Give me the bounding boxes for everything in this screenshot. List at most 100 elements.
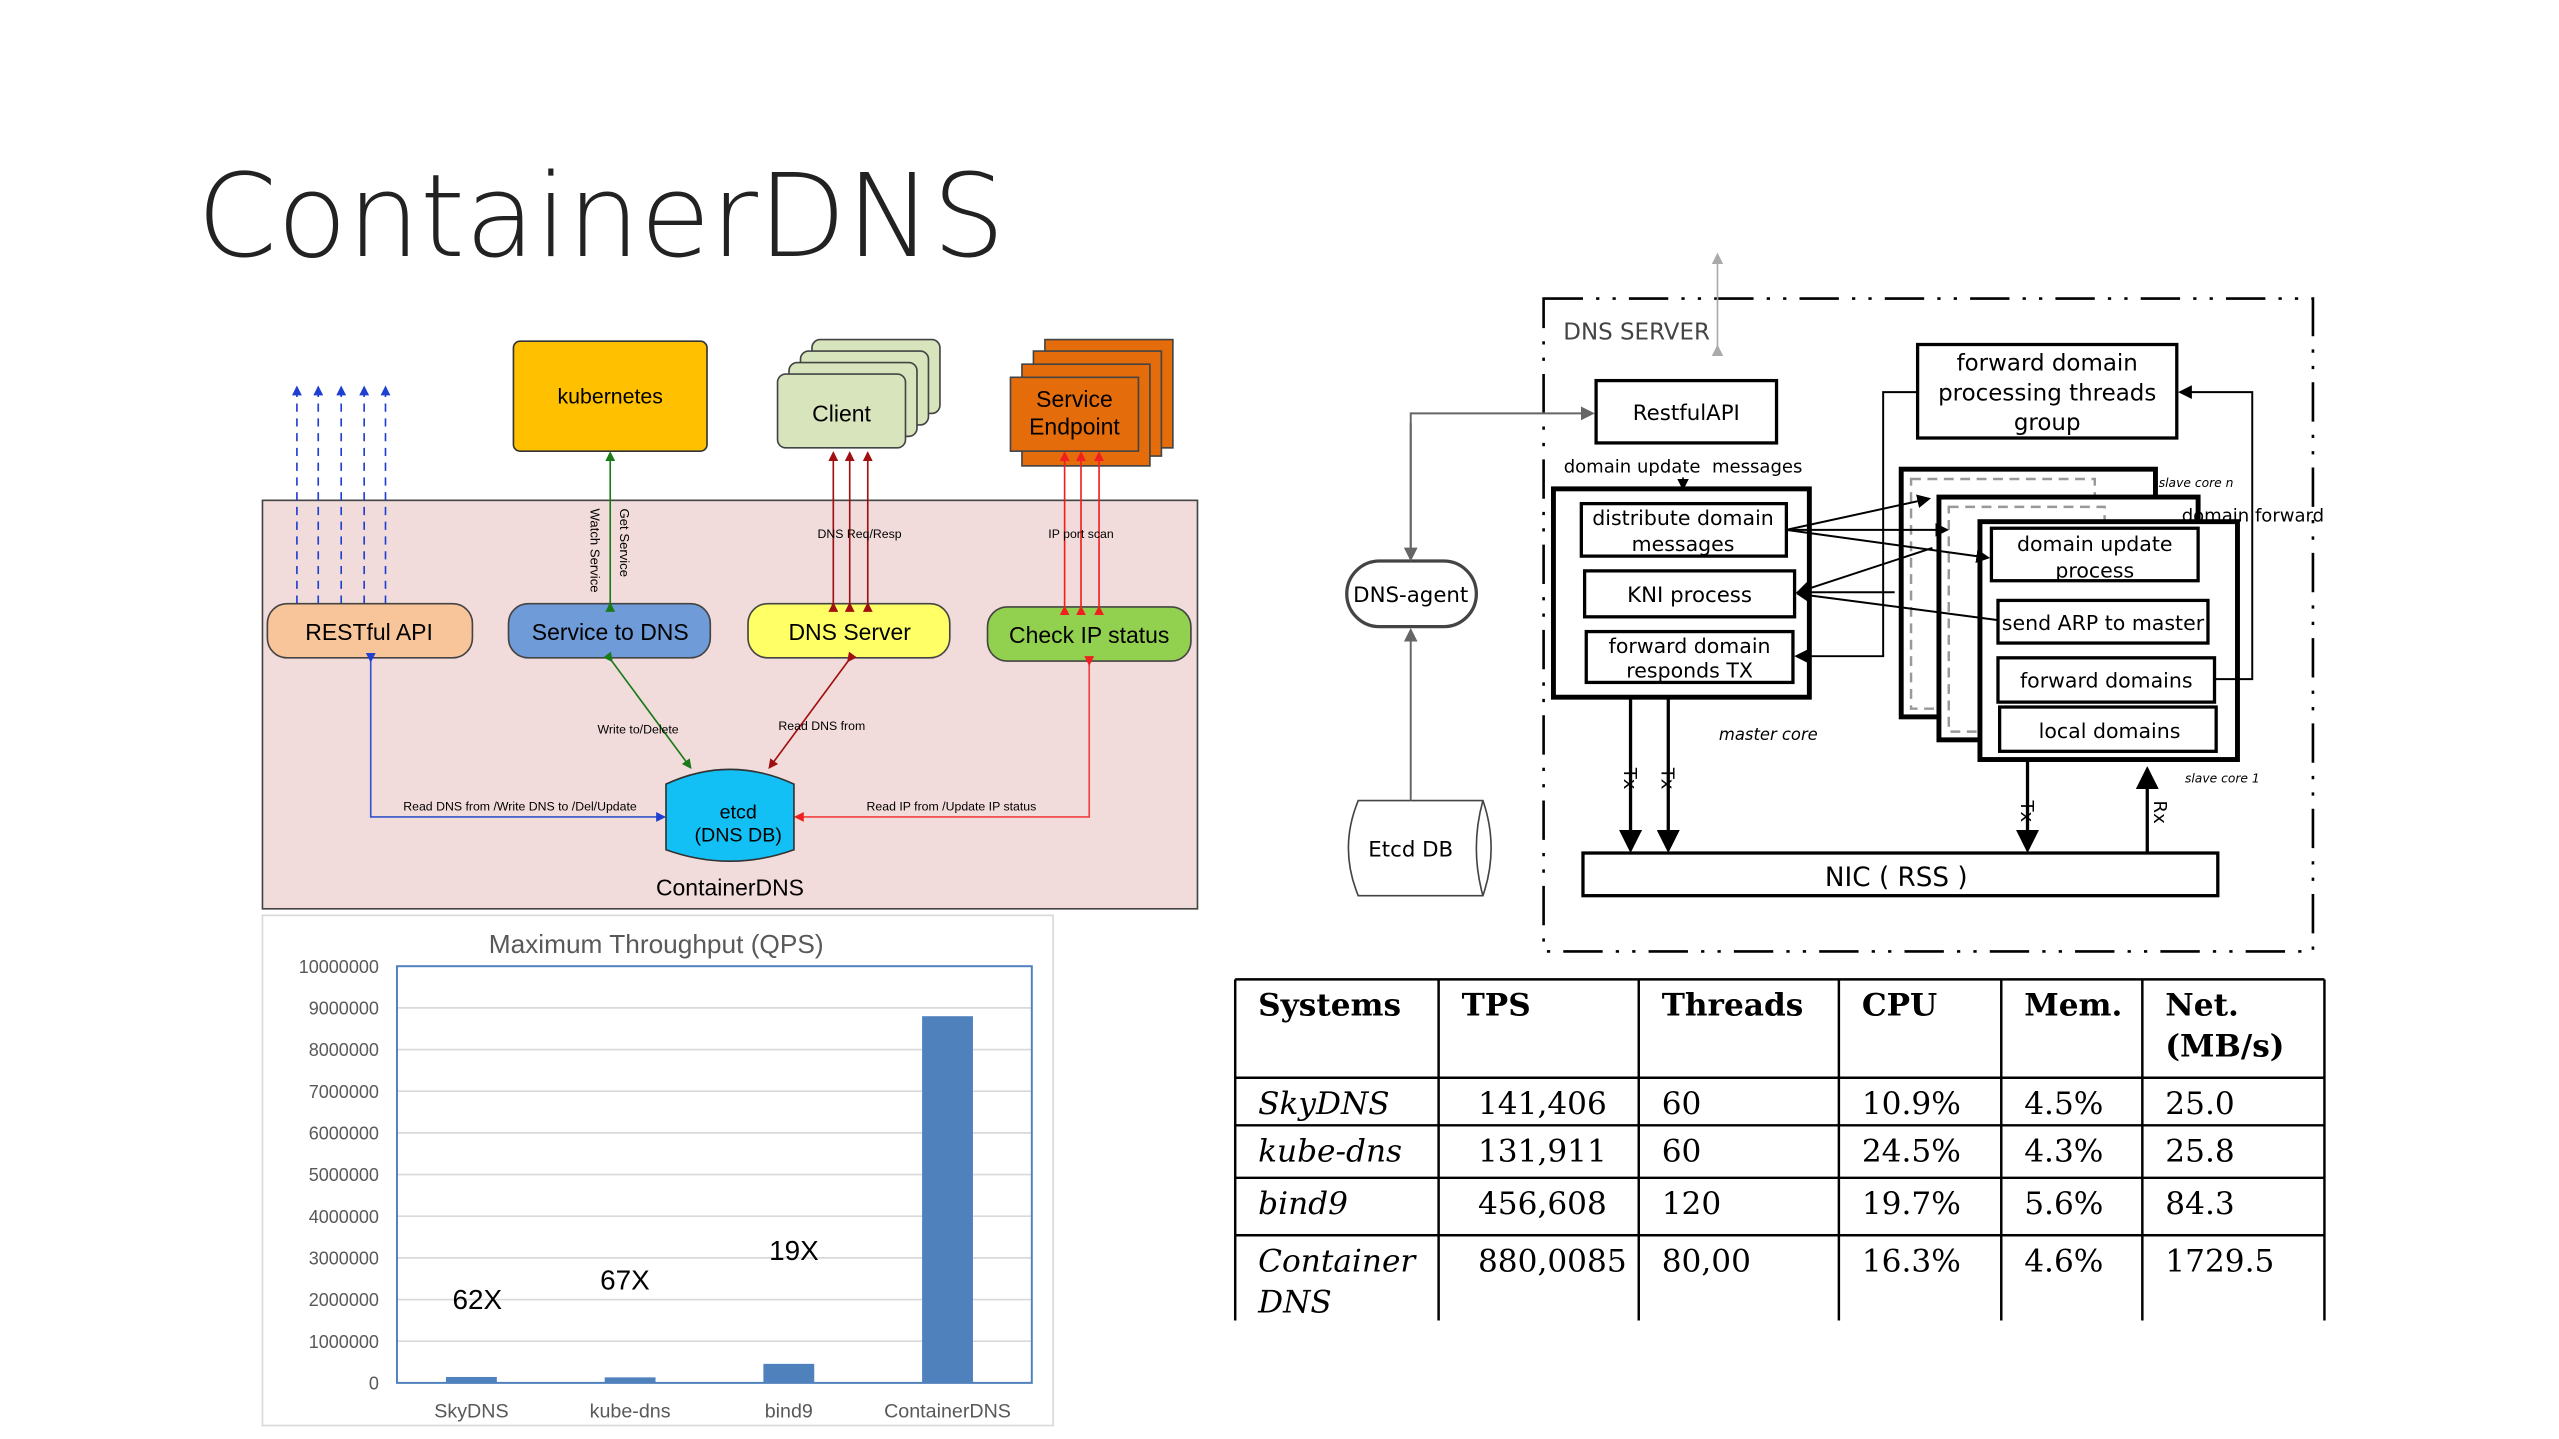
domain-update-process-box: domain update process (1989, 526, 2200, 582)
x-tick-label: kube-dns (590, 1400, 671, 1422)
etcd-cylinder: etcd (DNS DB) (665, 768, 795, 863)
dns-server-boundary (1542, 297, 2315, 953)
slave-core-n-label: slave core n (2159, 476, 2234, 490)
table-cell: 120 (1662, 1186, 1721, 1222)
table-cell: 1729.5 (2165, 1243, 2274, 1279)
slave-core-1-label: slave core 1 (2185, 771, 2260, 785)
speedup-annotation: 19X (769, 1235, 819, 1266)
client-dns-arrows (828, 451, 873, 612)
table-cell: 456,608 (1478, 1186, 1607, 1222)
read-dns-from-label: Read DNS from (778, 719, 865, 733)
restful-api-module: RestfulAPI (1594, 378, 1779, 445)
nic-label: NIC ( RSS ) (1825, 863, 1968, 893)
table-header: CPU (1862, 987, 1937, 1023)
plot-area-border (395, 965, 1033, 1384)
dns-req-resp-label: DNS Req/Resp (818, 527, 902, 541)
forward-domains-box: forward domains (1996, 656, 2217, 704)
dup-label-1: domain update (2017, 532, 2173, 556)
nic-box: NIC ( RSS ) (1581, 851, 2220, 898)
client-label: Client (812, 401, 871, 427)
table-header: (MB/s) (2165, 1028, 2284, 1064)
get-service-label: Get Service (617, 509, 632, 577)
table-cell: 4.5% (2024, 1086, 2103, 1122)
throughput-chart: Maximum Throughput (QPS) 0 1000000 2000000… (261, 914, 1054, 1427)
dns-server-box: DNS Server (747, 602, 951, 659)
restful-api-label: RESTful API (305, 619, 433, 645)
speedup-annotation: 62X (453, 1284, 503, 1315)
forward-tx-label-1: forward domain (1609, 634, 1771, 658)
x-tick-label: SkyDNS (434, 1400, 508, 1422)
distribute-domain-messages-box: distribute domain messages (1579, 501, 1789, 558)
table-cell: 80,00 (1662, 1243, 1751, 1279)
client-stack: Client (776, 338, 941, 449)
tx-label-3: Tx (2016, 800, 2037, 823)
table-header: Systems (1258, 987, 1401, 1023)
dns-server-title: DNS SERVER (1563, 320, 1710, 346)
containerdns-region-label: ContainerDNS (656, 875, 804, 901)
etcd-db-label: Etcd DB (1368, 837, 1453, 862)
table-cell: 19.7% (1862, 1186, 1961, 1222)
fdptg-label-1: forward domain (1957, 351, 2138, 377)
endpoint-label-2: Endpoint (1029, 414, 1120, 440)
speedup-annotation: 67X (600, 1264, 650, 1295)
check-ip-status-box: Check IP status (986, 606, 1192, 662)
tx-label-2: Tx (1657, 767, 1678, 790)
table-cell: 880,0085 (1478, 1243, 1627, 1279)
restful-etcd-arrow (365, 652, 666, 822)
etcd-label: etcd (720, 802, 757, 824)
table-cell: 24.5% (1862, 1133, 1961, 1169)
etcd-db: Etcd DB (1347, 799, 1492, 897)
local-domains-box: local domains (1997, 705, 2218, 753)
table-cell: 131,911 (1478, 1133, 1607, 1169)
check-ip-status-label: Check IP status (1009, 622, 1169, 648)
rx-label: Rx (2149, 801, 2170, 825)
agent-arrows (1403, 406, 1595, 801)
table-cell: 16.3% (1862, 1243, 1961, 1279)
send-arp-label: send ARP to master (2002, 611, 2205, 635)
bar-kube-dns (604, 1377, 656, 1383)
chart-title: Maximum Throughput (QPS) (489, 929, 824, 959)
y-tick-label: 6000000 (309, 1123, 379, 1143)
table-cell: kube-dns (1258, 1133, 1402, 1169)
forward-domains-label: forward domains (2020, 668, 2193, 692)
y-tick-label: 5000000 (309, 1165, 379, 1185)
endpoint-label-1: Service (1036, 386, 1113, 412)
table-cell: SkyDNS (1258, 1086, 1389, 1122)
master-core-label: master core (1719, 725, 1818, 744)
y-tick-label: 1000000 (309, 1332, 379, 1352)
x-tick-label: bind9 (765, 1400, 813, 1422)
kni-process-box: KNI process (1582, 569, 1797, 619)
comparison-table: Systems TPS Threads CPU Mem. Net. (MB/s) SkyDNS… (1233, 978, 2326, 1321)
x-tick-label: ContainerDNS (884, 1400, 1011, 1422)
kubernetes-label: kubernetes (557, 385, 662, 409)
bar-SkyDNS (445, 1376, 497, 1383)
bar-bind9 (763, 1363, 815, 1383)
fdptg-box: forward domain processing threads group (1915, 342, 2179, 440)
checkip-etcd-arrow (793, 656, 1095, 822)
distribute-label-2: messages (1632, 532, 1735, 556)
y-tick-label: 8000000 (309, 1040, 379, 1060)
distribute-label-1: distribute domain (1592, 506, 1774, 530)
table-cell: 60 (1662, 1086, 1702, 1122)
table-cell: Container (1258, 1243, 1417, 1279)
etcd-sub-label: (DNS DB) (694, 825, 781, 847)
table-cell: 25.0 (2165, 1086, 2234, 1122)
forward-tx-label-2: responds TX (1626, 659, 1753, 683)
tx-label-1: Tx (1619, 767, 1640, 790)
y-tick-label: 7000000 (309, 1082, 379, 1102)
restful-api-module-label: RestfulAPI (1633, 401, 1740, 426)
dns-agent: DNS-agent (1345, 559, 1478, 629)
send-arp-box: send ARP to master (1996, 598, 2210, 645)
dns-agent-label: DNS-agent (1353, 583, 1468, 608)
table-cell: 84.3 (2165, 1186, 2234, 1222)
y-tick-label: 2000000 (309, 1290, 379, 1310)
write-delete-label: Write to/Delete (598, 722, 679, 736)
ip-port-scan-label: IP port scan (1048, 527, 1114, 541)
domain-update-messages-label: domain update messages (1564, 456, 1803, 477)
local-domains-label: local domains (2039, 719, 2181, 743)
architecture-diagram: kubernetes Client Service Endpoint RESTf… (261, 338, 1199, 910)
endpoint-scan-arrows (1059, 451, 1104, 616)
fdptg-label-2: processing threads (1938, 380, 2156, 406)
table-cell: 10.9% (1862, 1086, 1961, 1122)
